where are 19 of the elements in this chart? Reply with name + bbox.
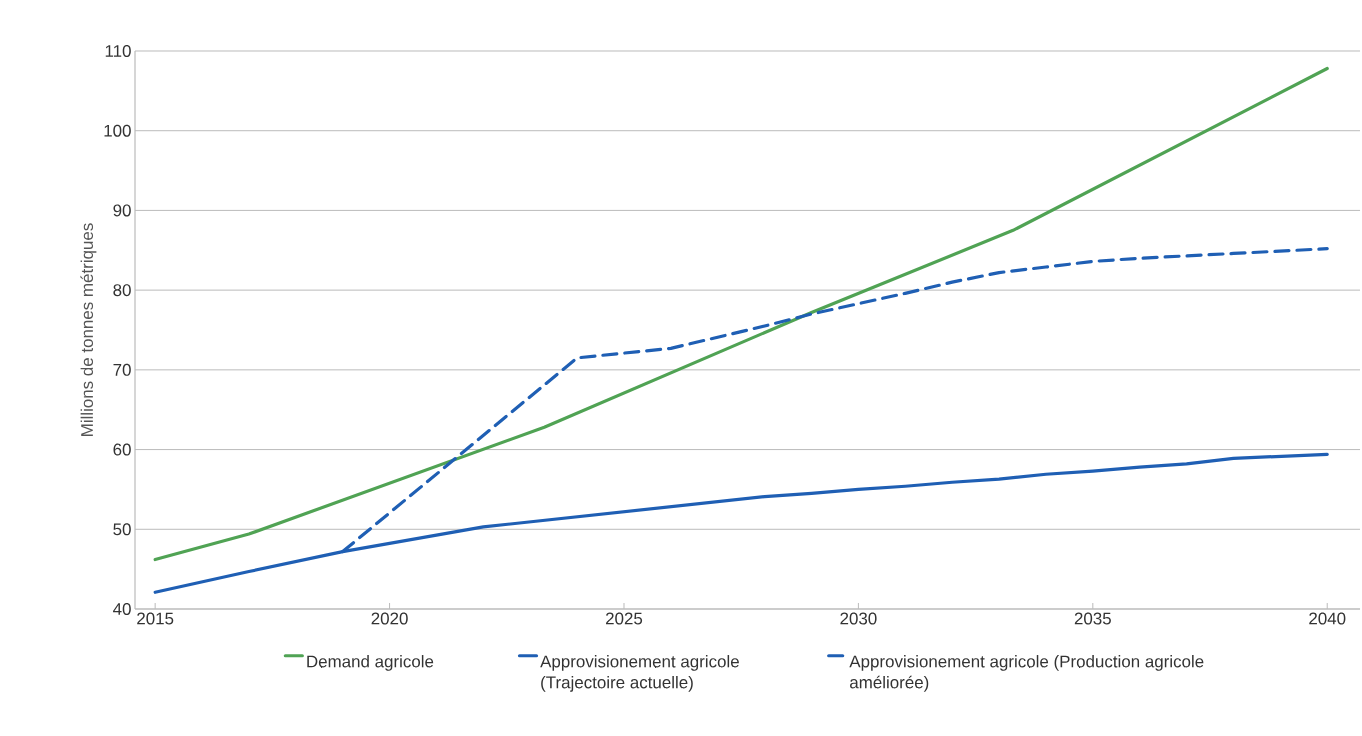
legend-label: Approvisionement agricole (Trajectoire actuelle) — [540, 655, 739, 692]
x-tick-label: 2025 — [606, 612, 643, 625]
y-axis-title: Millions de tonnes métriques — [80, 223, 97, 436]
x-tick-label: 2040 — [1309, 612, 1346, 625]
y-tick-label: 110 — [105, 44, 131, 57]
y-tick-label: 90 — [113, 204, 131, 217]
x-tick-label: 2030 — [840, 612, 877, 625]
legend-label: Demand agricole — [307, 655, 434, 671]
legend-label: Approvisionement agricole (Production agricole améliorée) — [849, 655, 1204, 692]
x-tick-label: 2035 — [1074, 612, 1111, 625]
y-tick-label: 100 — [104, 124, 131, 137]
x-tick-label: 2020 — [371, 612, 408, 625]
y-tick-label: 50 — [113, 523, 131, 536]
y-tick-label: 80 — [113, 284, 131, 297]
y-tick-label: 60 — [113, 443, 131, 456]
x-tick-label: 2015 — [137, 612, 174, 625]
line-series — [153, 66, 1329, 562]
y-tick-label: 70 — [113, 363, 131, 376]
y-tick-label: 40 — [113, 603, 131, 615]
